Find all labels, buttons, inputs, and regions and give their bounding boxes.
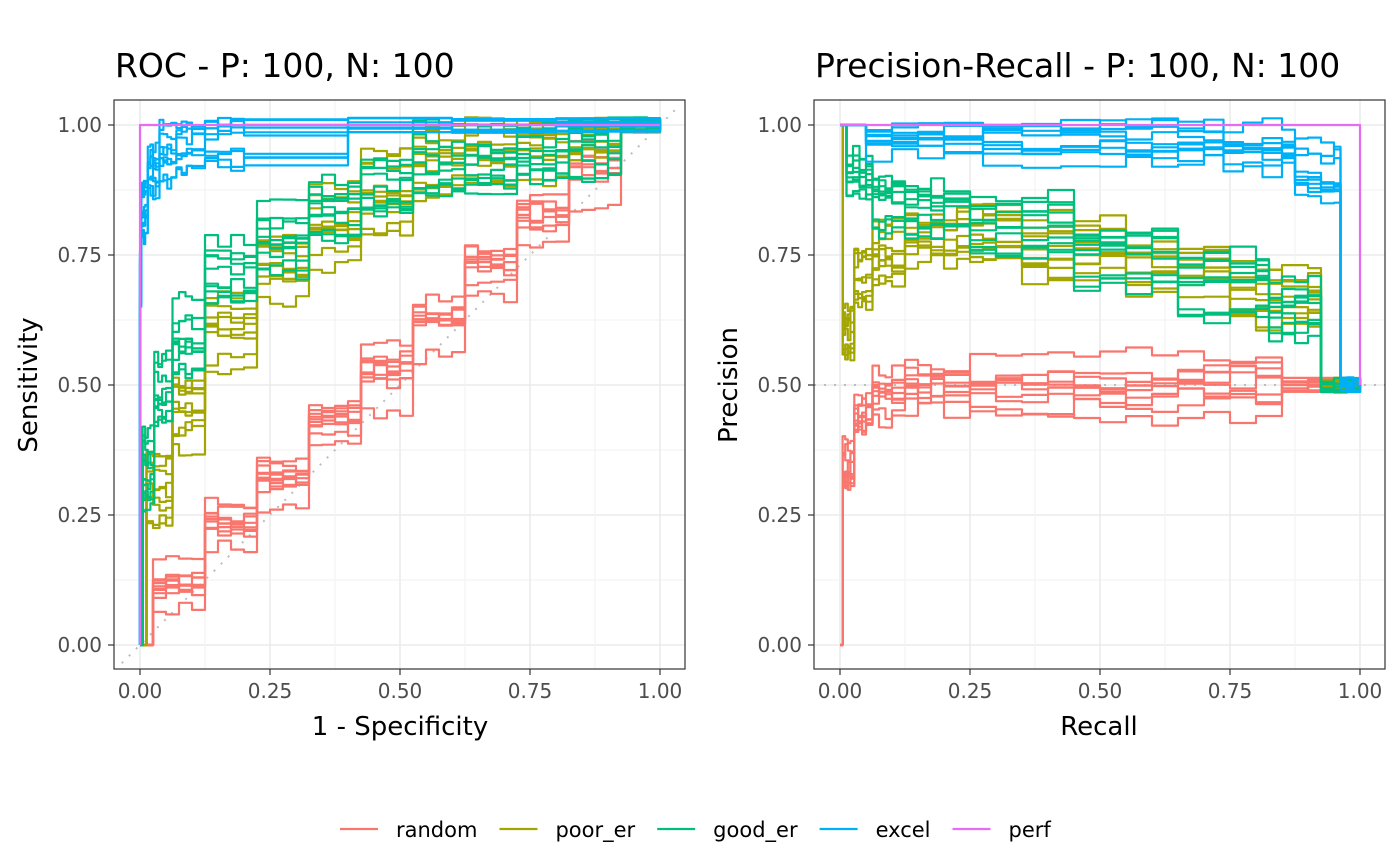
- pr-y-tick-label: 0.25: [757, 503, 802, 527]
- precision-recall-panel: Precision-Recall - P: 100, N: 100 0.00 0.…: [714, 46, 1386, 742]
- roc-y-tick-label: 0.75: [57, 243, 102, 267]
- roc-x-tick-label: 1.00: [638, 679, 683, 703]
- roc-series-perf-line: [138, 123, 660, 645]
- roc-series-random-line: [140, 120, 662, 647]
- roc-series-random-line: [140, 118, 662, 647]
- pr-x-tick-label: 0.75: [1208, 679, 1253, 703]
- roc-y-axis-label: Sensitivity: [14, 317, 44, 452]
- legend-label-perf: perf: [1009, 818, 1052, 842]
- pr-y-axis-label: Precision: [714, 327, 744, 443]
- roc-y-tick-label: 1.00: [57, 113, 102, 137]
- pr-x-axis-label: Recall: [1060, 712, 1138, 742]
- legend-label-random: random: [396, 818, 477, 842]
- legend: random poor_er good_er excel perf: [340, 818, 1051, 843]
- roc-x-tick-label: 0.50: [378, 679, 423, 703]
- roc-y-tick-label: 0.00: [57, 633, 102, 657]
- pr-y-ticks: 0.00 0.25 0.50 0.75 1.00: [757, 113, 814, 657]
- roc-series: [138, 116, 662, 647]
- roc-x-tick-label: 0.75: [508, 679, 553, 703]
- roc-x-tick-label: 0.00: [118, 679, 163, 703]
- roc-reference-line: [121, 106, 679, 664]
- pr-x-tick-label: 0.50: [1078, 679, 1123, 703]
- pr-series-good-er-line: [840, 123, 1362, 393]
- legend-label-good-er: good_er: [713, 818, 798, 843]
- pr-y-tick-label: 0.75: [757, 243, 802, 267]
- pr-series-excel-line: [840, 123, 1362, 394]
- roc-series-random-line: [140, 118, 662, 647]
- pr-series-random-line: [840, 373, 1362, 647]
- roc-x-axis-label: 1 - Specificity: [312, 712, 488, 742]
- pr-series-random-line: [840, 377, 1362, 647]
- roc-y-ticks: 0.00 0.25 0.50 0.75 1.00: [57, 113, 114, 657]
- roc-title: ROC - P: 100, N: 100: [115, 46, 455, 85]
- pr-series: [840, 117, 1362, 647]
- roc-y-tick-label: 0.25: [57, 503, 102, 527]
- pr-x-tick-label: 1.00: [1338, 679, 1383, 703]
- roc-series-good-er-line: [140, 119, 662, 647]
- pr-series-random-line: [840, 370, 1362, 647]
- legend-label-poor-er: poor_er: [555, 818, 635, 843]
- pr-series-random-line: [840, 361, 1362, 647]
- roc-x-ticks: 0.00 0.25 0.50 0.75 1.00: [118, 669, 683, 703]
- pr-y-tick-label: 0.50: [757, 373, 802, 397]
- roc-random-diagonal: [121, 106, 679, 664]
- roc-panel: ROC - P: 100, N: 100 0.00 0.25 0.50 0.75 1.0…: [14, 46, 686, 742]
- roc-series-good-er-line: [140, 116, 662, 647]
- pr-series-good-er-line: [840, 123, 1362, 392]
- roc-x-tick-label: 0.25: [248, 679, 293, 703]
- pr-series-good-er-line: [840, 123, 1362, 393]
- pr-series-good-er-line: [840, 123, 1362, 392]
- roc-y-tick-label: 0.50: [57, 373, 102, 397]
- pr-y-tick-label: 1.00: [757, 113, 802, 137]
- pr-x-tick-label: 0.25: [948, 679, 993, 703]
- roc-series-excel-line: [138, 116, 662, 645]
- pr-series-poor-er-line: [840, 123, 1362, 390]
- roc-series-excel-line: [138, 123, 662, 645]
- legend-label-excel: excel: [876, 818, 931, 842]
- pr-x-tick-label: 0.00: [818, 679, 863, 703]
- pr-x-ticks: 0.00 0.25 0.50 0.75 1.00: [818, 669, 1383, 703]
- pr-y-tick-label: 0.00: [757, 633, 802, 657]
- pr-series-perf-line: [840, 123, 1362, 385]
- roc-series-excel-line: [138, 122, 662, 645]
- pr-title: Precision-Recall - P: 100, N: 100: [815, 46, 1340, 85]
